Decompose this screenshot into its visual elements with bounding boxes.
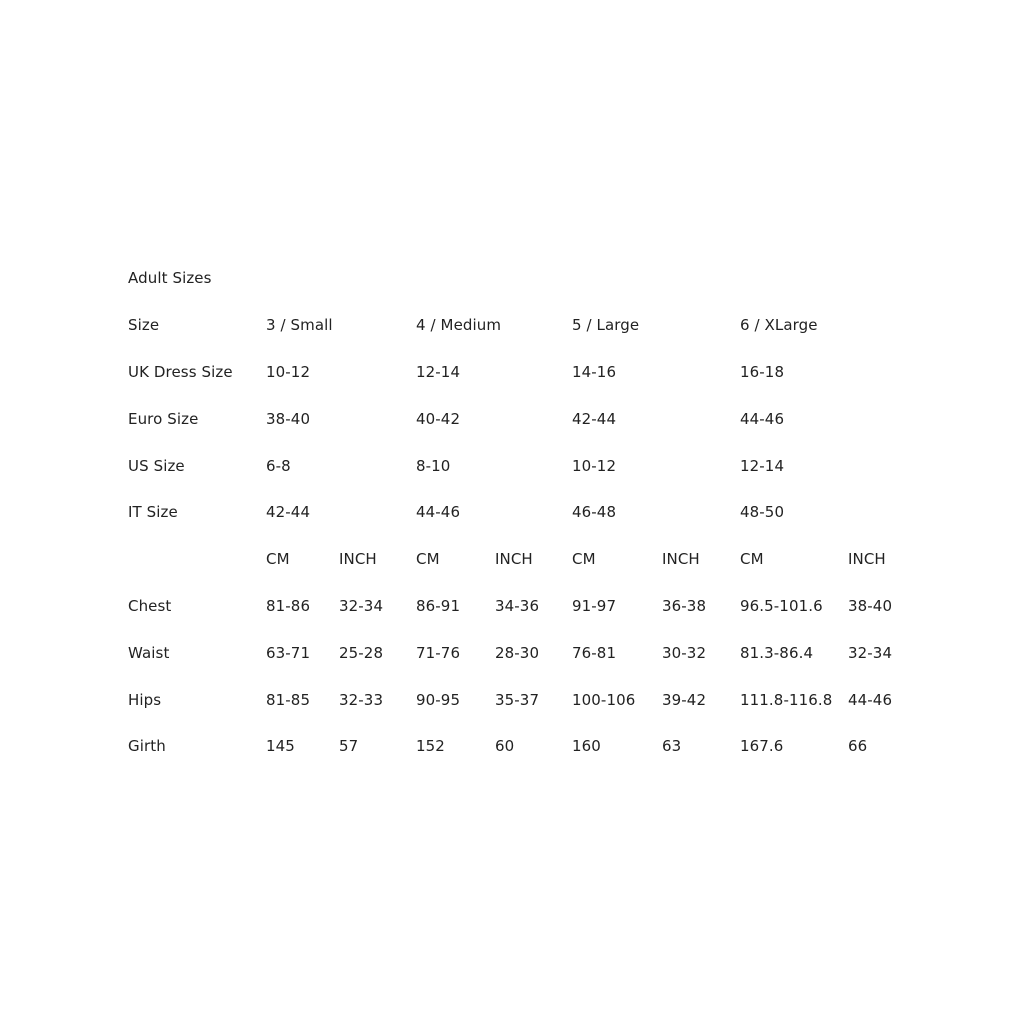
row-label: Euro Size: [128, 409, 199, 428]
row-label: Size: [128, 316, 160, 334]
table-cell: 28-30: [495, 643, 540, 662]
table-cell: 14-16: [572, 363, 617, 381]
row-label: Girth: [128, 737, 166, 756]
table-cell: 86-91: [416, 597, 461, 615]
table-cell: 60: [495, 737, 515, 756]
table-cell: 6-8: [266, 456, 291, 475]
table-cell: 145: [266, 737, 295, 756]
row-label: Chest: [128, 597, 172, 615]
table-cell: 44-46: [740, 409, 785, 428]
table-cell: 16-18: [740, 363, 785, 381]
unit-header: CM: [572, 550, 596, 568]
table-cell: 36-38: [662, 597, 707, 615]
table-cell: 90-95: [416, 690, 461, 709]
table-cell: 63-71: [266, 643, 311, 662]
table-cell: 35-37: [495, 690, 540, 709]
table-cell: 167.6: [740, 737, 784, 756]
table-cell: 32-34: [339, 597, 384, 615]
table-cell: 32-34: [848, 643, 893, 662]
row-label: Waist: [128, 643, 170, 662]
table-cell: 81.3-86.4: [740, 643, 814, 662]
unit-header: CM: [740, 550, 764, 568]
table-cell: 81-85: [266, 690, 311, 709]
unit-header: CM: [266, 550, 290, 568]
table-cell: 38-40: [266, 409, 311, 428]
table-cell: 111.8-116.8: [740, 690, 833, 709]
table-cell: 30-32: [662, 643, 707, 662]
table-cell: 152: [416, 737, 445, 756]
unit-header: INCH: [662, 550, 700, 568]
row-label: Hips: [128, 690, 162, 709]
table-cell: 71-76: [416, 643, 461, 662]
unit-header: INCH: [848, 550, 886, 568]
table-cell: 8-10: [416, 456, 451, 475]
table-cell: 160: [572, 737, 601, 756]
table-cell: 91-97: [572, 597, 617, 615]
table-cell: 32-33: [339, 690, 384, 709]
size-header: 5 / Large: [572, 316, 640, 334]
table-cell: 38-40: [848, 597, 893, 615]
table-cell: 12-14: [740, 456, 785, 475]
table-cell: 12-14: [416, 363, 461, 381]
unit-header: INCH: [495, 550, 533, 568]
table-cell: 10-12: [266, 363, 311, 381]
table-cell: 57: [339, 737, 359, 756]
table-cell: 100-106: [572, 690, 636, 709]
table-cell: 96.5-101.6: [740, 597, 823, 615]
row-label: IT Size: [128, 503, 178, 522]
table-cell: 81-86: [266, 597, 311, 615]
table-cell: 66: [848, 737, 868, 756]
table-cell: 63: [662, 737, 682, 756]
size-header: 3 / Small: [266, 316, 333, 334]
table-cell: 44-46: [848, 690, 893, 709]
size-header: 4 / Medium: [416, 316, 502, 334]
size-header: 6 / XLarge: [740, 316, 818, 334]
table-cell: 48-50: [740, 503, 785, 522]
table-cell: 34-36: [495, 597, 540, 615]
table-cell: 42-44: [572, 409, 617, 428]
table-cell: 42-44: [266, 503, 311, 522]
unit-header: INCH: [339, 550, 377, 568]
row-label: UK Dress Size: [128, 363, 233, 381]
unit-header: CM: [416, 550, 440, 568]
table-cell: 44-46: [416, 503, 461, 522]
table-cell: 76-81: [572, 643, 617, 662]
row-label: US Size: [128, 456, 185, 475]
table-cell: 25-28: [339, 643, 384, 662]
size-chart-title: Adult Sizes: [128, 269, 212, 287]
table-cell: 10-12: [572, 456, 617, 475]
table-cell: 46-48: [572, 503, 617, 522]
table-cell: 40-42: [416, 409, 461, 428]
table-cell: 39-42: [662, 690, 707, 709]
